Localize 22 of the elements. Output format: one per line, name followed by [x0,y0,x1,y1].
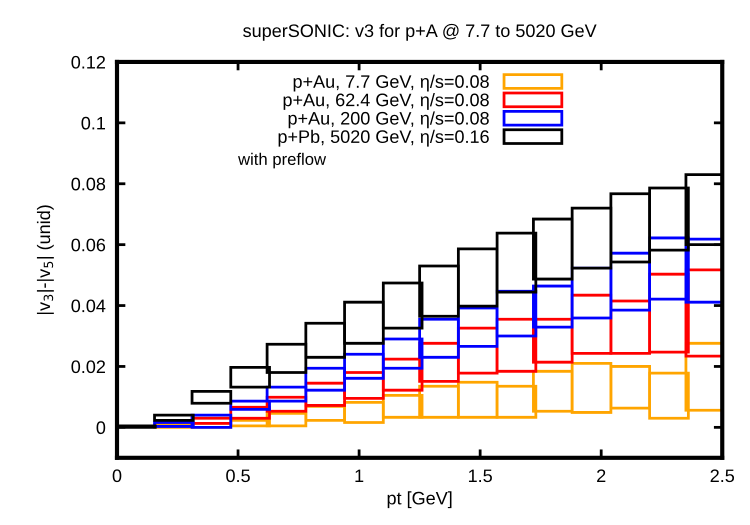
y-tick-label: 0.06 [71,238,106,252]
y-tick-label: 0.12 [71,56,105,69]
chart-title: superSONIC: v3 for p+A @ 7.7 to 5020 GeV [243,24,597,41]
x-tick-label: 0 [112,469,122,482]
x-axis-title: pt [GeV] [388,491,452,508]
y-tick-label: 0.1 [81,116,106,130]
legend-label: p+Au, 62.4 GeV, η/s=0.08 [284,93,489,110]
legend-label: p+Au, 7.7 GeV, η/s=0.08 [294,74,489,92]
y-tick-label: 0.02 [71,360,105,374]
x-tick-label: 0.5 [226,469,250,482]
annotation: with preflow [238,152,326,168]
x-tick-label: 1 [355,470,364,482]
y-tick-label: 0.08 [71,178,106,190]
bar [153,414,195,422]
y-axis-title: |v$_{3}$|-|v$_{5}$| (unid) [36,205,54,314]
x-tick-label: 2.5 [710,469,734,482]
x-tick-label: 2 [597,469,606,482]
x-tick-label: 1.5 [468,470,492,482]
legend-label: p+Au, 200 GeV, η/s=0.08 [288,111,489,128]
y-tick-label: 0.04 [71,299,106,312]
legend-label: p+Pb, 5020 GeV, η/s=0.16 [278,130,489,147]
y-tick-label: 0 [96,421,106,434]
